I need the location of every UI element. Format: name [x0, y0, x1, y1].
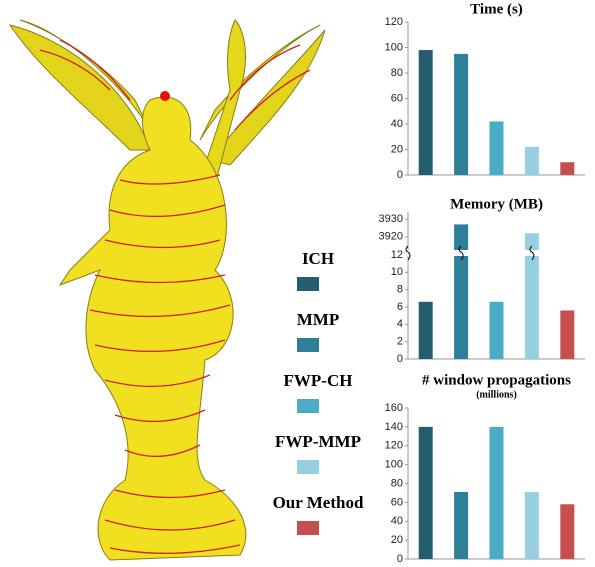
bar	[524, 233, 539, 359]
y-tick-label: 12	[391, 249, 403, 261]
axis-break-mark	[529, 245, 535, 261]
chart-subtitle: (millions)	[476, 389, 517, 400]
bar	[454, 491, 469, 559]
bar	[560, 162, 575, 175]
axis-break-mark	[405, 245, 411, 261]
y-tick-label: 80	[391, 477, 403, 489]
bar	[524, 491, 539, 559]
bar	[418, 426, 433, 559]
y-tick-label: 120	[385, 16, 403, 28]
y-tick-label: 20	[391, 143, 403, 155]
legend-label: MMP	[297, 310, 339, 329]
y-tick-label: 8	[397, 284, 403, 296]
y-tick-label: 4	[397, 318, 403, 330]
legend-swatch	[297, 277, 319, 291]
statue-image	[8, 19, 326, 561]
y-tick-label: 10	[391, 266, 403, 278]
bar	[418, 50, 433, 175]
bar	[454, 53, 469, 175]
bar	[489, 121, 504, 175]
y-tick-label: 40	[391, 118, 403, 130]
y-tick-label: 40	[391, 515, 403, 527]
axis-break	[405, 250, 411, 256]
y-tick-label: 100	[385, 459, 403, 471]
y-tick-label: 0	[397, 169, 403, 181]
chart-title: # window propagations	[422, 372, 571, 388]
axis-break-mark	[458, 245, 464, 261]
y-tick-label: 3930	[379, 213, 403, 225]
y-tick-label: 0	[397, 553, 403, 565]
y-tick-label: 160	[385, 402, 403, 414]
y-tick-label: 60	[391, 496, 403, 508]
legend-swatch	[297, 460, 319, 474]
legend-swatch	[297, 399, 319, 413]
legend-swatch	[297, 338, 319, 352]
bar	[489, 301, 504, 359]
y-tick-label: 20	[391, 534, 403, 546]
y-tick-label: 140	[385, 421, 403, 433]
bar	[560, 504, 575, 559]
legend-label: ICH	[302, 249, 334, 268]
axis-break	[452, 250, 471, 256]
chart-title: Memory (MB)	[450, 196, 543, 212]
y-tick-label: 6	[397, 301, 403, 313]
chart-title: Time (s)	[470, 1, 523, 17]
y-tick-label: 120	[385, 440, 403, 452]
bar	[524, 146, 539, 175]
legend-label: FWP-CH	[284, 371, 353, 390]
y-tick-label: 3920	[379, 231, 403, 243]
legend-label: Our Method	[273, 493, 364, 512]
y-tick-label: 80	[391, 67, 403, 79]
y-tick-label: 100	[385, 41, 403, 53]
bar	[489, 426, 504, 559]
y-tick-label: 60	[391, 92, 403, 104]
y-tick-label: 2	[397, 336, 403, 348]
bar	[560, 310, 575, 359]
y-tick-label: 0	[397, 353, 403, 365]
bar	[454, 224, 469, 359]
axis-break	[522, 250, 541, 256]
legend-label: FWP-MMP	[275, 432, 361, 451]
bar	[418, 301, 433, 359]
legend-swatch	[297, 521, 319, 535]
